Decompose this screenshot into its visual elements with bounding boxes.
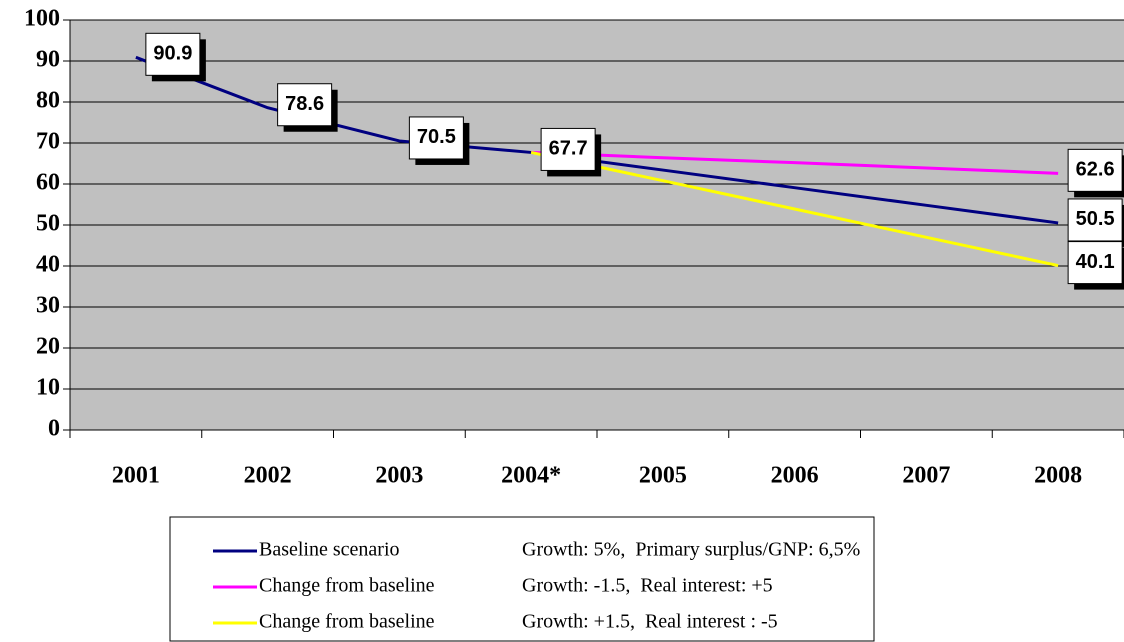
legend-name: Change from baseline xyxy=(259,575,435,597)
y-tick-label: 100 xyxy=(24,6,60,32)
legend-description: Growth: 5%, Primary surplus/GNP: 6,5% xyxy=(522,539,860,561)
x-tick-label: 2008 xyxy=(1034,463,1082,489)
data-label: 62.6 xyxy=(1076,159,1115,181)
data-label: 50.5 xyxy=(1076,208,1115,230)
y-tick-label: 10 xyxy=(36,375,60,401)
label-box xyxy=(145,32,201,76)
data-label: 40.1 xyxy=(1076,251,1115,273)
y-tick-label: 20 xyxy=(36,334,60,360)
y-tick-label: 70 xyxy=(36,129,60,155)
x-tick-label: 2006 xyxy=(771,463,819,489)
series-line xyxy=(530,150,1059,268)
x-tick-label: 2005 xyxy=(639,463,687,489)
y-tick-label: 80 xyxy=(36,88,60,114)
y-tick-label: 40 xyxy=(36,252,60,278)
data-label: 70.5 xyxy=(417,126,456,148)
label-box xyxy=(408,116,464,160)
y-tick-label: 0 xyxy=(48,416,60,442)
legend-box xyxy=(169,516,875,642)
legend-name: Change from baseline xyxy=(259,611,435,633)
data-label: 90.9 xyxy=(153,43,192,65)
y-tick-label: 60 xyxy=(36,170,60,196)
series-line xyxy=(531,150,1059,175)
x-tick-label: 2001 xyxy=(112,463,160,489)
legend-description: Growth: -1.5, Real interest: +5 xyxy=(522,575,773,597)
y-tick-label: 50 xyxy=(36,211,60,237)
legend-description: Growth: +1.5, Real interest : -5 xyxy=(522,611,778,633)
data-label: 78.6 xyxy=(285,93,324,115)
x-tick-label: 2004* xyxy=(501,463,561,489)
label-box xyxy=(277,83,333,127)
x-tick-label: 2007 xyxy=(902,463,950,489)
label-box xyxy=(1067,241,1123,285)
x-tick-label: 2002 xyxy=(244,463,292,489)
legend-name: Baseline scenario xyxy=(259,539,400,561)
label-box xyxy=(540,127,596,171)
x-tick-label: 2003 xyxy=(375,463,423,489)
y-tick-label: 90 xyxy=(36,47,60,73)
label-box xyxy=(1067,198,1123,242)
data-label: 67.7 xyxy=(549,138,588,160)
label-box xyxy=(1067,148,1123,192)
y-tick-label: 30 xyxy=(36,293,60,319)
